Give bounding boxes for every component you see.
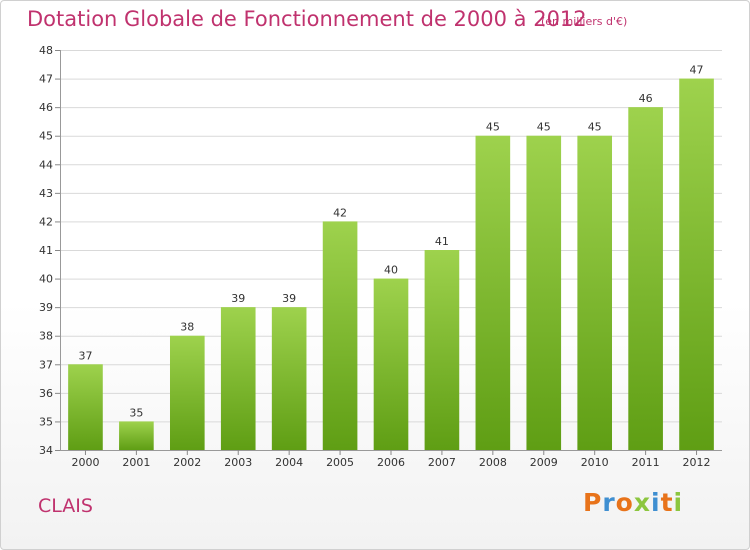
bar-2001 <box>119 421 154 450</box>
value-label-2002: 38 <box>180 321 194 334</box>
bar-2010 <box>577 135 613 450</box>
chart-unit: (en milliers d'€) <box>541 15 628 28</box>
bars <box>68 78 714 451</box>
commune-name: CLAIS <box>38 495 93 517</box>
y-tick-label: 42 <box>39 215 53 228</box>
bar-2011 <box>628 107 663 451</box>
y-tick-label: 45 <box>39 130 53 143</box>
value-label-2005: 42 <box>333 206 347 219</box>
logo-letter: P <box>583 488 603 517</box>
axes: 34 35 36 37 38 39 40 41 42 43 44 45 46 47 48 2000 2001 20… <box>39 44 722 469</box>
bar-2002 <box>169 335 205 450</box>
logo-letter: t <box>660 488 674 517</box>
logo-letter: i <box>673 488 684 517</box>
value-label-2007: 41 <box>435 235 449 248</box>
y-tick-label: 34 <box>39 444 53 457</box>
value-label-2004: 39 <box>282 292 296 305</box>
bar-2008 <box>475 135 511 450</box>
value-label-2003: 39 <box>231 292 245 305</box>
y-tick-label: 36 <box>39 387 53 400</box>
value-label-2001: 35 <box>129 406 143 419</box>
proxiti-logo[interactable]: Proxiti <box>583 488 683 517</box>
labels: 37 35 38 39 39 42 40 41 45 45 45 46 47 <box>78 64 703 420</box>
value-label-2010: 45 <box>588 121 602 134</box>
x-tick-label-2001: 2001 <box>122 456 150 469</box>
logo-letter: r <box>602 488 616 517</box>
y-tick-label: 38 <box>39 330 53 343</box>
x-tick-label-2007: 2007 <box>428 456 456 469</box>
logo-letter: x <box>633 488 651 517</box>
bar-2012 <box>679 78 714 451</box>
value-label-2011: 46 <box>639 92 653 105</box>
bar-2004 <box>271 307 307 450</box>
bar-2007 <box>424 250 460 450</box>
x-tick-label-2008: 2008 <box>479 456 507 469</box>
value-label-2008: 45 <box>486 121 500 134</box>
bar-2005 <box>322 221 358 450</box>
y-tick-label: 47 <box>39 73 53 86</box>
x-tick-label-2000: 2000 <box>71 456 99 469</box>
y-tick-label: 48 <box>39 44 53 57</box>
y-tick-label: 46 <box>39 101 53 114</box>
x-tick-label-2010: 2010 <box>581 456 609 469</box>
x-tick-label-2003: 2003 <box>224 456 252 469</box>
value-label-2000: 37 <box>78 349 92 362</box>
logo-letter: o <box>615 488 634 517</box>
y-tick-label: 39 <box>39 301 53 314</box>
y-tick-label: 43 <box>39 187 53 200</box>
y-tick-label: 44 <box>39 158 53 171</box>
value-label-2006: 40 <box>384 264 398 277</box>
x-tick-label-2011: 2011 <box>632 456 660 469</box>
chart-title: Dotation Globale de Fonctionnement de 20… <box>27 7 587 31</box>
logo-letter: i <box>651 488 661 517</box>
x-tick-label-2006: 2006 <box>377 456 405 469</box>
x-tick-label-2009: 2009 <box>530 456 558 469</box>
bar-2000 <box>68 364 103 450</box>
bar-2009 <box>526 135 562 450</box>
x-tick-label-2004: 2004 <box>275 456 303 469</box>
y-tick-label: 37 <box>39 358 53 371</box>
y-tick-label: 35 <box>39 415 53 428</box>
x-tick-label-2012: 2012 <box>683 456 711 469</box>
bar-2006 <box>373 278 409 450</box>
y-tick-label: 40 <box>39 273 53 286</box>
bar-2003 <box>220 307 256 450</box>
y-tick-label: 41 <box>39 244 53 257</box>
x-tick-label-2005: 2005 <box>326 456 354 469</box>
value-label-2009: 45 <box>537 121 551 134</box>
x-tick-label-2002: 2002 <box>173 456 201 469</box>
value-label-2012: 47 <box>690 64 704 77</box>
